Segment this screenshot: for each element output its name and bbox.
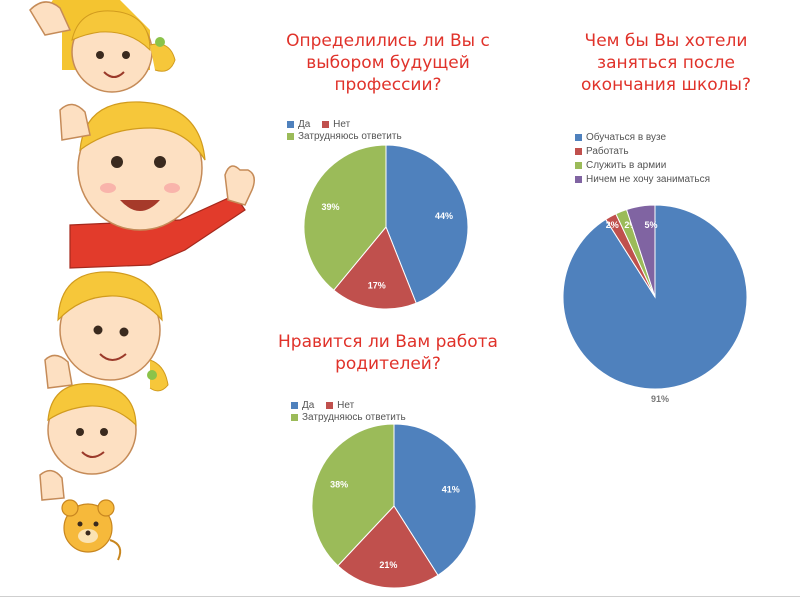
pie-slice-3	[311, 423, 395, 567]
legend-item-work: Работать	[575, 146, 710, 157]
legend-item-no: Нет	[326, 400, 354, 411]
data-label-1: 44%	[435, 211, 453, 221]
legend-label: Да	[298, 119, 311, 130]
swatch	[575, 134, 582, 141]
data-label-2: 21%	[379, 560, 397, 570]
pie-slice-3	[303, 144, 387, 291]
pie-slice-1	[385, 144, 469, 304]
legend-label: Обучаться в вузе	[586, 132, 667, 143]
swatch	[291, 402, 298, 409]
kid-1	[29, 0, 176, 93]
data-label-3: 2%	[624, 220, 637, 230]
legend-item-unsure: Затрудняюсь ответить	[287, 131, 402, 142]
data-label-1: 41%	[442, 485, 460, 495]
swatch	[326, 402, 334, 409]
data-label-3: 39%	[321, 202, 339, 212]
legend-label: Нет	[337, 400, 355, 411]
kid-2	[59, 101, 255, 269]
swatch	[575, 162, 582, 169]
swatch	[322, 121, 330, 128]
data-label-4: 5%	[645, 220, 658, 230]
kid-3	[44, 271, 169, 392]
data-label-3: 38%	[330, 479, 348, 489]
chart-title: Определились ли Вы с выбором будущей про…	[286, 31, 490, 95]
legend-label: Ничем не хочу заниматься	[586, 174, 710, 185]
teddy-bear	[61, 499, 122, 561]
bottom-divider	[0, 596, 800, 597]
legend-label: Затрудняюсь ответить	[302, 412, 406, 423]
legend-item-university: Обучаться в вузе	[575, 132, 710, 143]
legend-item-no: Нет	[322, 119, 350, 130]
pie-slice-2	[337, 505, 439, 589]
legend-label: Затрудняюсь ответить	[298, 131, 402, 142]
swatch	[287, 133, 294, 140]
swatch	[287, 121, 294, 128]
pie-slice-4	[625, 204, 656, 298]
swatch	[291, 414, 298, 421]
legend: Да Нет Затрудняюсь ответить	[287, 119, 411, 143]
data-label-1: 91%	[651, 394, 669, 404]
chart-title: Нравится ли Вам работа родителей?	[278, 332, 498, 374]
swatch	[575, 176, 582, 183]
data-label-2: 17%	[368, 280, 386, 290]
legend-label: Служить в армии	[586, 160, 667, 171]
pie-slice-2	[333, 226, 417, 310]
legend: Да Нет Затрудняюсь ответить	[291, 400, 415, 424]
legend-item-unsure: Затрудняюсь ответить	[291, 412, 406, 423]
children-illustration	[0, 0, 255, 600]
legend-label: Работать	[586, 146, 629, 157]
data-label-2: 2%	[606, 220, 619, 230]
legend-item-army: Служить в армии	[575, 160, 710, 171]
legend-item-nothing: Ничем не хочу заниматься	[575, 174, 710, 185]
kid-4	[39, 383, 137, 501]
legend-label: Нет	[333, 119, 351, 130]
legend: Обучаться в вузе Работать Служить в арми…	[575, 132, 710, 188]
legend-label: Да	[302, 400, 315, 411]
chart-title: Чем бы Вы хотели заняться после окончани…	[581, 31, 751, 95]
legend-item-yes: Да	[287, 119, 310, 130]
swatch	[575, 148, 582, 155]
legend-item-yes: Да	[291, 400, 314, 411]
